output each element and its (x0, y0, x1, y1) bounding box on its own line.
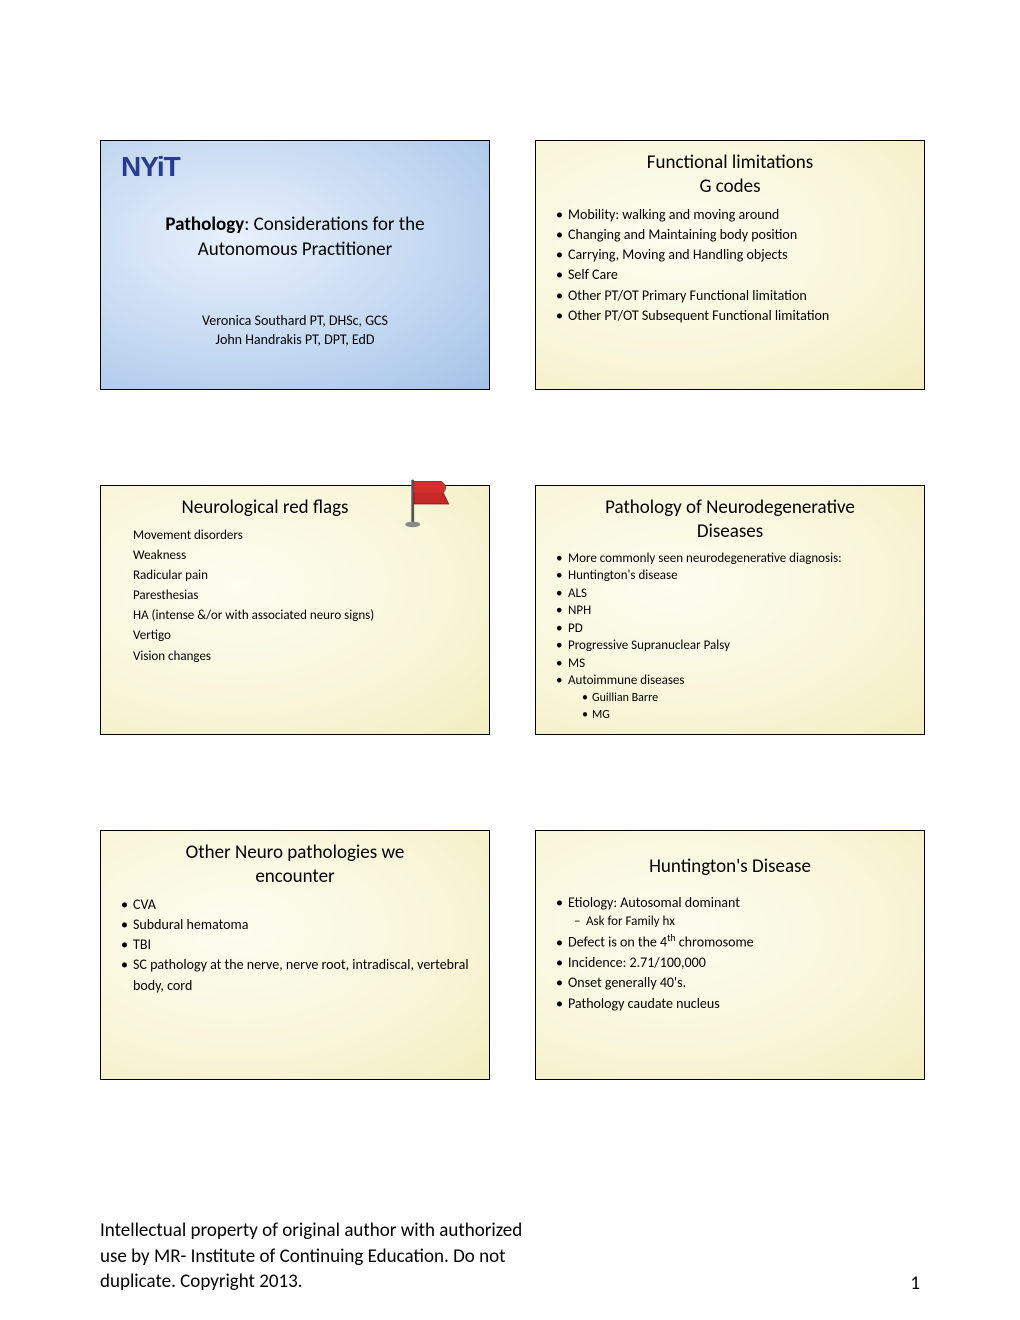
slide4-title: Pathology of Neurodegenerative Diseases (550, 496, 910, 544)
red-flag-icon (401, 474, 459, 530)
slide6-title: Huntington's Disease (550, 855, 910, 879)
slide3-lines: Movement disorders Weakness Radicular pa… (115, 526, 475, 667)
slide6-list2: Defect is on the 4th chromosome Incidenc… (550, 931, 910, 1014)
list-item: More commonly seen neurodegenerative dia… (568, 550, 910, 568)
slide-huntingtons: Huntington's Disease Etiology: Autosomal… (535, 830, 925, 1080)
slide6-sublist: Ask for Family hx (550, 913, 910, 931)
list-item: Carrying, Moving and Handling objects (568, 245, 910, 265)
line: Radicular pain (133, 566, 475, 586)
list-item: ALS (568, 585, 910, 603)
slide2-list: Mobility: walking and moving around Chan… (550, 205, 910, 327)
list-item: SC pathology at the nerve, nerve root, i… (133, 955, 475, 996)
author-1: Veronica Southard PT, DHSc, GCS (115, 312, 475, 331)
slide4-title-l1: Pathology of Neurodegenerative (605, 496, 855, 519)
slide2-title-l1: Functional limitations (647, 151, 813, 174)
slide2-title-l2: G codes (699, 175, 760, 198)
authors: Veronica Southard PT, DHSc, GCS John Han… (115, 312, 475, 350)
list-item: Onset generally 40's. (568, 973, 910, 993)
list-item: Progressive Supranuclear Palsy (568, 637, 910, 655)
line: Vertigo (133, 626, 475, 646)
slide5-list: CVA Subdural hematoma TBI SC pathology a… (115, 895, 475, 996)
sup: th (667, 932, 675, 944)
list-item: Incidence: 2.71/100,000 (568, 953, 910, 973)
list-item: Defect is on the 4th chromosome (568, 931, 910, 953)
line: HA (intense &/or with associated neuro s… (133, 606, 475, 626)
footer-copyright: Intellectual property of original author… (100, 1218, 530, 1295)
slide-neurodegenerative: Pathology of Neurodegenerative Diseases … (535, 485, 925, 735)
line: Paresthesias (133, 586, 475, 606)
slide4-title-l2: Diseases (697, 520, 763, 543)
list-item: TBI (133, 935, 475, 955)
list-item: MS (568, 655, 910, 673)
list-item: Guillian Barre (592, 690, 910, 707)
t: chromosome (676, 934, 754, 951)
slide-other-neuro: Other Neuro pathologies we encounter CVA… (100, 830, 490, 1080)
slide5-title-l2: encounter (255, 865, 334, 888)
slide-functional-limitations: Functional limitations G codes Mobility:… (535, 140, 925, 390)
slide5-title: Other Neuro pathologies we encounter (115, 841, 475, 889)
list-item: Self Care (568, 265, 910, 285)
slide1-title: Pathology: Considerations for the Autono… (115, 213, 475, 262)
list-item: Etiology: Autosomal dominant (568, 893, 910, 913)
nyit-logo: NYiT (121, 151, 475, 183)
page-number: 1 (910, 1272, 920, 1295)
list-item: Changing and Maintaining body position (568, 225, 910, 245)
list-item: CVA (133, 895, 475, 915)
list-item: Mobility: walking and moving around (568, 205, 910, 225)
list-item: Huntington's disease (568, 567, 910, 585)
line: Weakness (133, 546, 475, 566)
slide4-list: More commonly seen neurodegenerative dia… (550, 550, 910, 690)
slide4-sublist: Guillian Barre MG (550, 690, 910, 724)
slide5-title-l1: Other Neuro pathologies we (186, 841, 405, 864)
slide-title-card: NYiT Pathology: Considerations for the A… (100, 140, 490, 390)
title-bold: Pathology (165, 213, 244, 236)
list-item: Other PT/OT Primary Functional limitatio… (568, 286, 910, 306)
list-item: NPH (568, 602, 910, 620)
slide6-list: Etiology: Autosomal dominant (550, 893, 910, 913)
list-item: Pathology caudate nucleus (568, 994, 910, 1014)
slide-neuro-red-flags: Neurological red flags Movement disorder… (100, 485, 490, 735)
list-item: Autoimmune diseases (568, 672, 910, 690)
list-item: MG (592, 707, 910, 724)
list-item: Subdural hematoma (133, 915, 475, 935)
slide2-title: Functional limitations G codes (550, 151, 910, 199)
list-item: Ask for Family hx (586, 913, 910, 931)
list-item: Other PT/OT Subsequent Functional limita… (568, 306, 910, 326)
t: Defect is on the 4 (568, 934, 667, 951)
list-item: PD (568, 620, 910, 638)
author-2: John Handrakis PT, DPT, EdD (115, 331, 475, 350)
line: Vision changes (133, 647, 475, 667)
slides-grid: NYiT Pathology: Considerations for the A… (100, 140, 920, 1080)
